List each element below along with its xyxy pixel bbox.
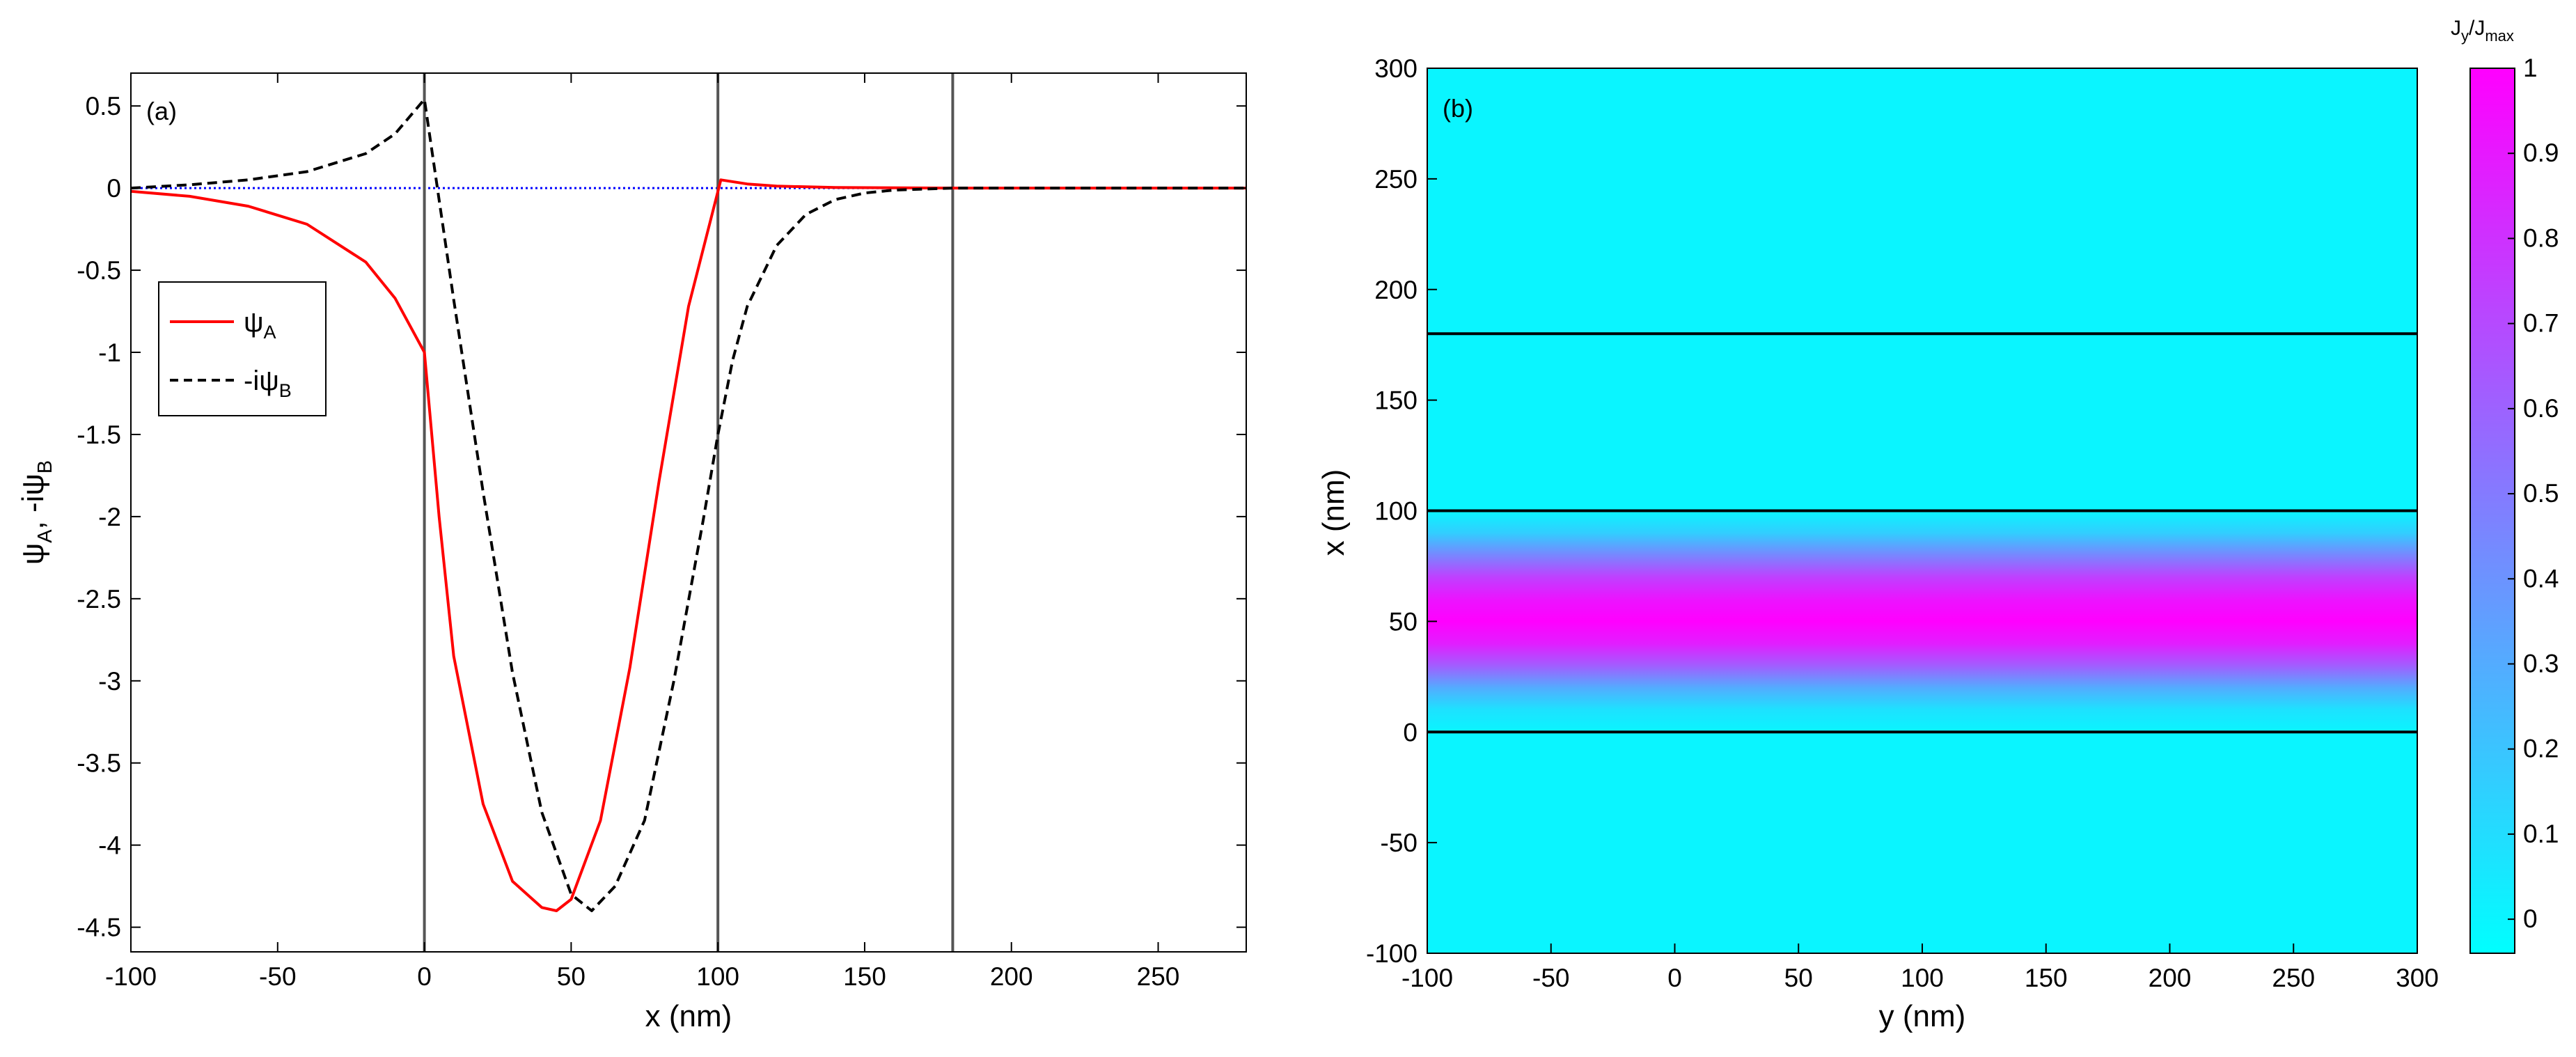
x-tick-label-b: 0 [1667,964,1682,992]
colorbar-frame [2469,68,2515,954]
colorbar-tick-label: 0.2 [2523,735,2559,763]
y-tick-label: 0.5 [86,92,121,120]
x-tick-label-b: 250 [2272,964,2315,992]
y-ticks-b: -100 -50 0 50 100 150 200 250 300 [1366,54,1437,968]
x-axis-label-a: x (nm) [645,999,732,1033]
colorbar-tick-label: 0.9 [2523,139,2559,167]
y-tick-label-b: 200 [1374,276,1417,304]
x-tick-label-b: 100 [1901,964,1944,992]
colorbar-tick-label: 0 [2523,905,2538,933]
colorbar-tick-label: 1 [2523,54,2538,82]
x-axis-label-b: y (nm) [1879,999,1966,1033]
series-line-0 [131,178,1246,912]
y-tick-label-b: 150 [1374,386,1417,415]
x-tick-label: 100 [696,962,739,991]
y-tick-label-b: 0 [1403,718,1417,746]
colorbar-tick-label: 0.4 [2523,564,2559,593]
y-tick-label: -3.5 [77,749,121,778]
legend-label-psi-b: -iψB [244,366,292,401]
x-tick-label: -100 [105,962,157,991]
y-tick-label-b: 250 [1374,165,1417,194]
x-tick-label: 150 [843,962,886,991]
colorbar-tick-label: 0.7 [2523,309,2559,338]
y-tick-label: 0 [107,174,121,203]
heatmap-panel: -100 -50 0 50 100 150 200 250 300 -100 -50 0 50 100 1… [1317,17,2559,1033]
x-tick-label-b: -50 [1532,964,1569,992]
y-tick-label: -4 [98,831,121,860]
panel-label-a: (a) [146,97,177,125]
colorbar-gradient [2470,68,2515,953]
y-tick-label: -2.5 [77,585,121,613]
axes-frame-a [130,72,1247,953]
colorbar-tick-label: 0.1 [2523,820,2559,848]
x-tick-label: -50 [259,962,296,991]
y-axis-label-a: ψA, -iψB [16,460,56,565]
legend-box [158,281,327,416]
y-tick-label: -4.5 [77,914,121,942]
colorbar-tick-label: 0.5 [2523,479,2559,508]
x-tick-label: 250 [1137,962,1180,991]
interface-lines [423,73,955,952]
series-line-1 [131,97,1246,912]
x-tick-label: 0 [417,962,432,991]
y-axis-label-b: x (nm) [1317,469,1351,556]
x-ticks-b: -100 -50 0 50 100 150 200 250 300 [1401,944,2439,992]
colorbar-tick-label: 0.8 [2523,224,2559,252]
legend: ψA -iψB [158,281,327,416]
panel-label-b: (b) [1443,94,1473,123]
x-tick-label-b: 50 [1784,964,1813,992]
x-tick-label-b: 200 [2149,964,2192,992]
y-tick-label-b: -50 [1381,829,1417,857]
y-tick-label: -1.5 [77,421,121,449]
colorbar-tick-label: 0.3 [2523,649,2559,678]
y-tick-label-b: -100 [1366,939,1417,968]
x-tick-label-b: 150 [2025,964,2068,992]
y-tick-label-b: 50 [1389,607,1417,636]
series-group [131,97,1246,912]
line-chart-panel: -100 -50 0 50 100 150 200 250 0.50-0.5-1-1.5-2-… [16,72,1247,1033]
y-tick-label: -0.5 [77,256,121,285]
colorbar: 1 0.9 0.8 0.7 0.6 0.5 0.4 0.3 0.2 0.1 0 Jy/Jmax [2451,17,2559,954]
y-tick-label-b: 100 [1374,497,1417,526]
y-tick-label-b: 300 [1374,54,1417,83]
plot-area-a [131,73,1246,952]
legend-label-psi-a: ψA [244,307,276,343]
y-ticks-a: 0.5 0 -0.5 -1 -1.5 -2 -2.5 -3 -3.5 -4 -4.5 [77,92,1246,942]
interface-lines-b [1427,332,2417,734]
x-ticks-a: -100 -50 0 50 100 150 200 250 [105,73,1179,991]
y-tick-label: -1 [98,338,121,367]
y-tick-label: -2 [98,503,121,531]
x-tick-label: 200 [990,962,1033,991]
y-tick-label: -3 [98,667,121,696]
x-tick-label-b: 300 [2396,964,2439,992]
x-tick-label: 50 [557,962,586,991]
x-tick-label-b: -100 [1401,964,1453,992]
colorbar-title: Jy/Jmax [2451,17,2514,45]
colorbar-tick-label: 0.6 [2523,394,2559,423]
colorbar-ticks: 1 0.9 0.8 0.7 0.6 0.5 0.4 0.3 0.2 0.1 0 [2508,54,2559,933]
